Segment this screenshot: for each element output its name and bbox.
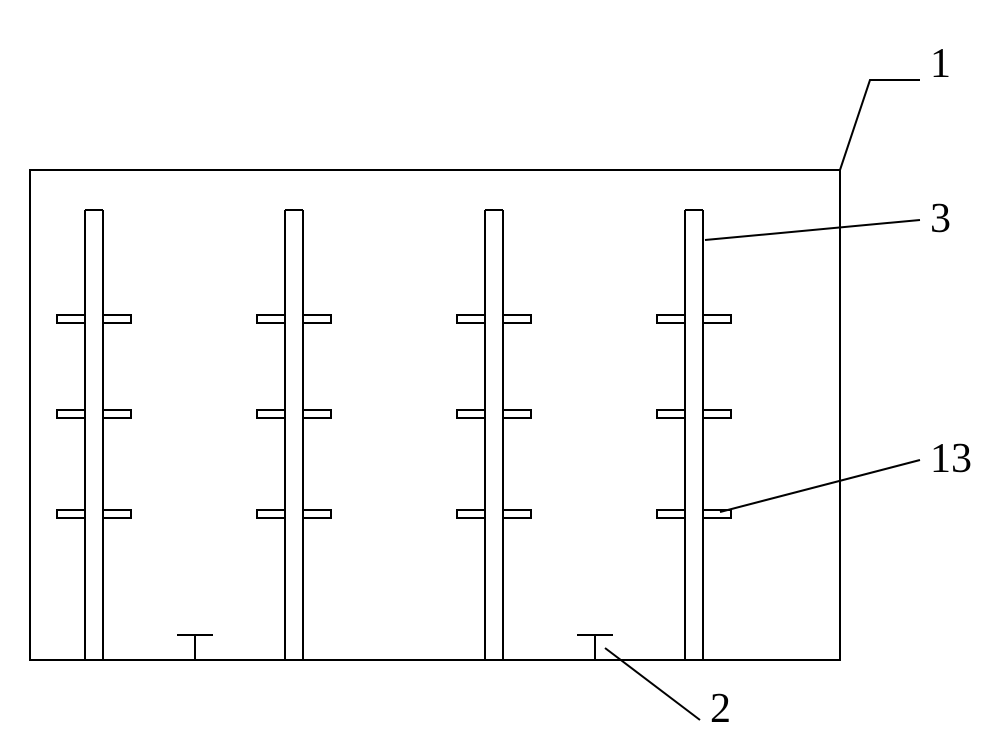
- label-3: 3: [930, 195, 951, 243]
- label-2: 2: [710, 685, 731, 733]
- label-13: 13: [930, 435, 972, 483]
- technical-diagram: [0, 0, 1000, 723]
- diagram-container: [0, 0, 1000, 723]
- label-1: 1: [930, 40, 951, 88]
